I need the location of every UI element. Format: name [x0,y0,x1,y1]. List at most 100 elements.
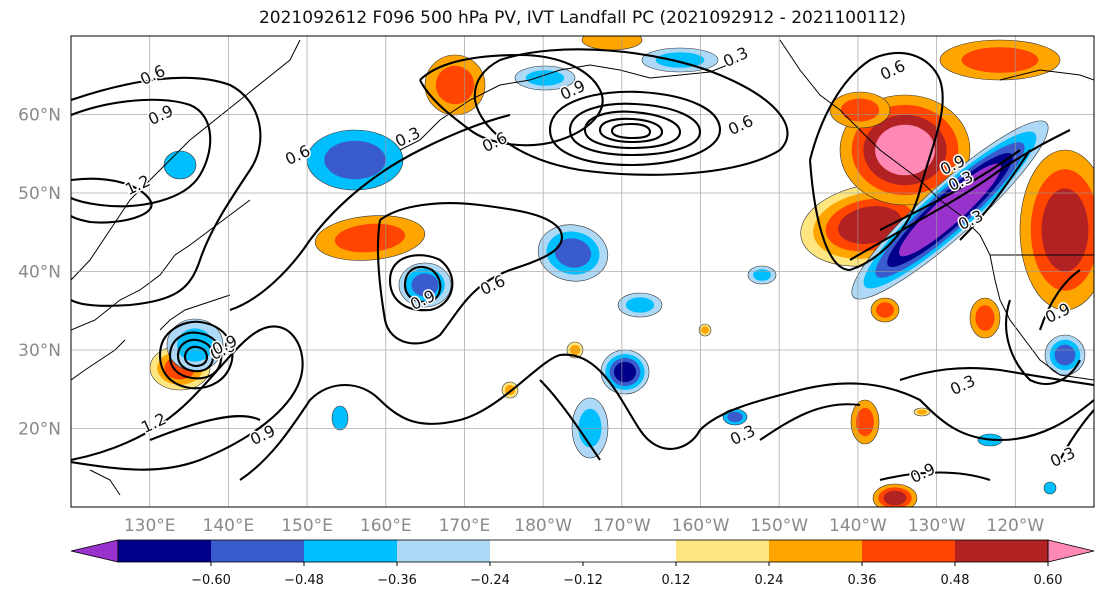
pv-contour-line [759,403,861,441]
plot-frame [70,35,1095,508]
shaded-region [581,36,643,51]
pv-contour-line [583,110,682,150]
pv-contour-line [239,353,701,481]
shaded-region [324,140,386,180]
shaded-region [701,326,709,334]
pv-contours [71,48,1094,482]
pv-contour-line [149,415,261,441]
coastline [71,199,251,331]
shaded-region [1054,344,1076,366]
ivt-shading [149,36,1094,507]
colorbar-extend-max [1047,539,1095,563]
coastline [529,59,741,81]
coastline [779,39,941,201]
colorbar-segment [769,540,863,562]
coastline [71,339,126,381]
colorbar-segment [118,540,212,562]
coastline [399,79,531,151]
colorbar [70,539,1095,563]
longitude-tick-labels: 130°E 140°E 150°E 160°E 170°E 180°W 170°W 160°W… [124,516,1045,536]
pv-contour-line [158,320,234,390]
coastline [89,469,121,496]
shaded-region [753,269,771,281]
shaded-region [961,47,1039,73]
pv-contour-line [229,113,511,311]
shaded-region [1043,481,1057,495]
colorbar-tick-label: 0.12 [662,573,691,588]
lat-tick-label: 60°N [18,106,61,126]
colorbar-segment [583,540,677,562]
shaded-region [910,174,990,246]
colorbar-segment [955,540,1049,562]
lat-tick-label: 40°N [18,263,61,283]
lon-tick-label: 140°W [829,516,887,536]
pv-contour-line [1005,299,1081,385]
pv-contour-line [419,53,604,147]
pv-contour-line [71,177,153,224]
pv-contour-line [548,90,722,167]
coastline [939,199,1094,381]
colorbar-tick-labels: −0.60 −0.48 −0.36 −0.24 −0.12 0.12 0.24 0.36 0.4… [191,562,1062,588]
pv-contour-line [376,202,563,345]
pv-contour-line [849,129,1071,261]
lat-tick-label: 20°N [18,420,61,440]
coastline [71,39,301,281]
shaded-region [838,206,902,244]
colorbar-tick-label: −0.12 [563,573,603,588]
shaded-region [578,408,602,448]
coastlines [71,39,1094,496]
shaded-region [525,70,565,86]
colorbar-extend-min [70,539,119,563]
lat-tick-label: 50°N [18,184,61,204]
lon-tick-label: 130°E [124,516,176,536]
pv-contour-line [71,76,262,307]
shaded-region [876,302,894,318]
latitude-tick-labels: 60°N 50°N 40°N 30°N 20°N [18,106,61,440]
lon-tick-label: 140°E [203,516,255,536]
shaded-region [554,238,592,268]
shaded-region [840,98,880,122]
shaded-region [331,405,349,431]
lon-tick-label: 130°W [908,516,966,536]
lon-tick-label: 160°W [672,516,730,536]
lat-tick-label: 30°N [18,341,61,361]
shaded-region [875,124,935,176]
shaded-region [163,150,197,180]
pv-contour-line [403,265,442,304]
lon-tick-label: 170°E [439,516,491,536]
pv-contour-line [1059,409,1094,461]
pv-contour-line [879,471,991,482]
pv-contour-line [879,149,1021,231]
shaded-region [334,223,406,253]
coastline [159,294,231,331]
colorbar-segment [397,540,491,562]
colorbar-segment [862,540,956,562]
colorbar-tick-label: −0.48 [284,573,324,588]
pv-contour-line [71,325,304,471]
shaded-region [435,65,475,105]
pv-contour-line [808,51,944,272]
colorbar-tick-label: −0.24 [470,573,510,588]
shaded-region [727,411,743,423]
colorbar-segment [676,540,770,562]
shaded-region [883,490,907,506]
pv-contour-line [176,338,215,373]
colorbar-segment [304,540,398,562]
colorbar-tick-label: −0.36 [377,573,417,588]
colorbar-tick-label: 0.48 [941,573,970,588]
pv-contour-line [388,254,454,312]
lon-tick-label: 180°W [514,516,572,536]
pv-contour-line [539,379,601,461]
lon-tick-label: 120°W [986,516,1044,536]
pv-contour-line [71,98,212,208]
shaded-region [655,52,705,68]
colorbar-segment [490,540,584,562]
shaded-region [975,305,995,331]
colorbar-tick-label: 0.24 [755,573,784,588]
shaded-region [1041,188,1089,272]
lon-tick-label: 160°E [360,516,412,536]
colorbar-tick-label: 0.60 [1034,573,1063,588]
colorbar-tick-label: −0.60 [191,573,231,588]
shaded-region [916,409,928,415]
